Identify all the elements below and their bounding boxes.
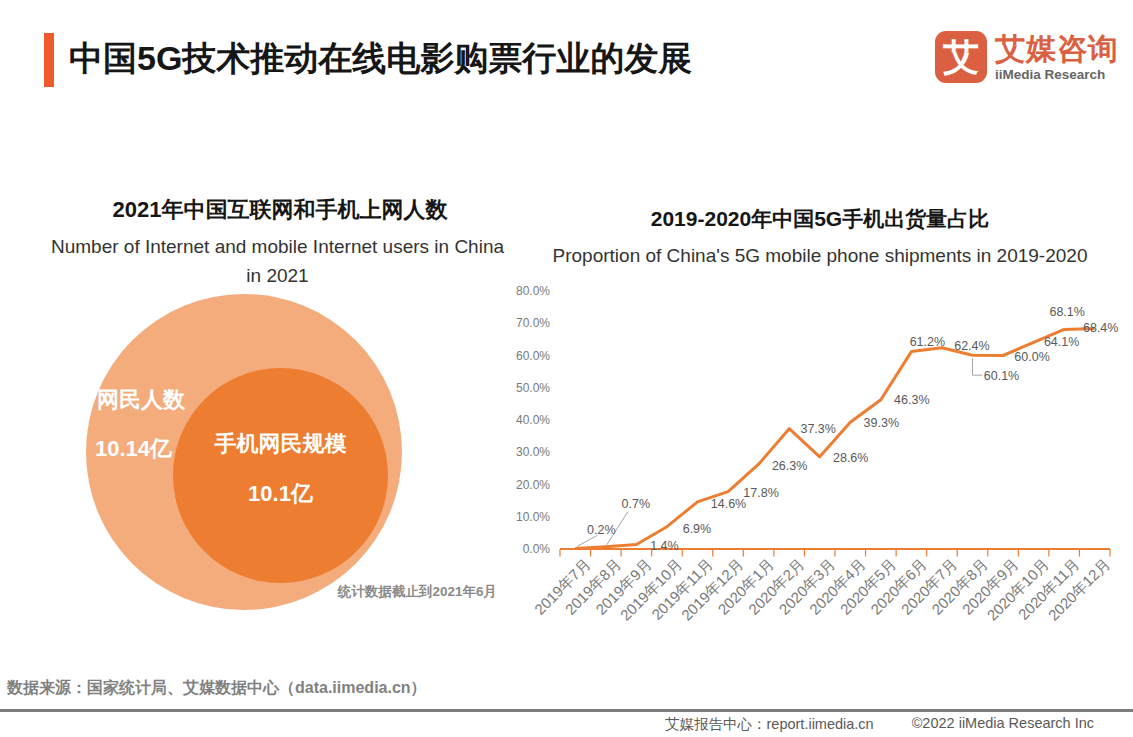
data-label: 14.6% [711, 497, 746, 511]
iimedia-logo: 艾 艾媒咨询 iiMedia Research [935, 31, 1119, 83]
venn-outer-label: 网民人数 [97, 385, 185, 415]
data-label: 26.3% [772, 459, 807, 473]
venn-chart-subtitle-line2: in 2021 [0, 265, 555, 287]
y-axis-label: 20.0% [516, 478, 550, 492]
data-label: 37.3% [800, 422, 835, 436]
data-label: 64.1% [1044, 335, 1079, 349]
venn-inner-label: 手机网民规模 [173, 429, 388, 459]
footer-divider [0, 709, 1133, 712]
venn-inner-value: 10.1亿 [173, 479, 388, 509]
footer-copyright: ©2022 iiMedia Research Inc [912, 715, 1094, 734]
data-label: 0.2% [587, 523, 616, 537]
data-label: 6.9% [683, 522, 712, 536]
logo-glyph: 艾 [943, 33, 979, 82]
title-accent-bar [44, 33, 54, 87]
y-axis-label: 70.0% [516, 316, 550, 330]
logo-name-cn: 艾媒咨询 [995, 32, 1119, 66]
venn-inner-circle [173, 368, 388, 583]
logo-text: 艾媒咨询 iiMedia Research [995, 31, 1119, 83]
iimedia-logo-icon: 艾 [935, 31, 987, 83]
venn-outer-value: 10.14亿 [95, 434, 172, 464]
venn-note: 统计数据截止到2021年6月 [256, 583, 497, 601]
y-axis-label: 40.0% [516, 413, 550, 427]
page-title: 中国5G技术推动在线电影购票行业的发展 [69, 31, 692, 85]
data-label: 17.8% [743, 486, 778, 500]
y-axis-label: 30.0% [516, 445, 550, 459]
y-axis-label: 50.0% [516, 381, 550, 395]
logo-name-en: iiMedia Research [995, 66, 1119, 83]
y-axis-label: 80.0% [516, 284, 550, 298]
data-label: 1.4% [650, 539, 679, 553]
data-label: 68.1% [1049, 305, 1084, 319]
venn-chart-title: 2021年中国互联网和手机上网人数 [30, 195, 530, 225]
data-label: 60.1% [984, 369, 1019, 383]
footer: 艾媒报告中心：report.iimedia.cn ©2022 iiMedia R… [665, 715, 1094, 734]
data-label: 28.6% [833, 451, 868, 465]
line-chart: 0.0% 10.0% 20.0% 30.0% 40.0% 50.0% 60.0% 70.0% 8… [490, 282, 1133, 632]
data-label: 46.3% [894, 393, 929, 407]
footer-report-center: 艾媒报告中心：report.iimedia.cn [665, 715, 874, 734]
data-label: 68.4% [1083, 321, 1118, 335]
data-label: 60.0% [1014, 350, 1049, 364]
data-label: 61.2% [910, 335, 945, 349]
y-axis-label: 0.0% [523, 542, 551, 556]
venn-chart-subtitle-line1: Number of Internet and mobile Internet u… [0, 236, 555, 258]
data-label: 62.4% [954, 339, 989, 353]
data-label: 39.3% [864, 416, 899, 430]
data-label: 0.7% [622, 497, 651, 511]
line-chart-subtitle: Proportion of China's 5G mobile phone sh… [510, 245, 1130, 267]
y-axis-label: 60.0% [516, 349, 550, 363]
leader-line [973, 358, 983, 375]
data-source-note: 数据来源：国家统计局、艾媒数据中心（data.iimedia.cn） [7, 678, 427, 699]
line-chart-title: 2019-2020年中国5G手机出货量占比 [530, 205, 1110, 233]
y-axis-label: 10.0% [516, 510, 550, 524]
